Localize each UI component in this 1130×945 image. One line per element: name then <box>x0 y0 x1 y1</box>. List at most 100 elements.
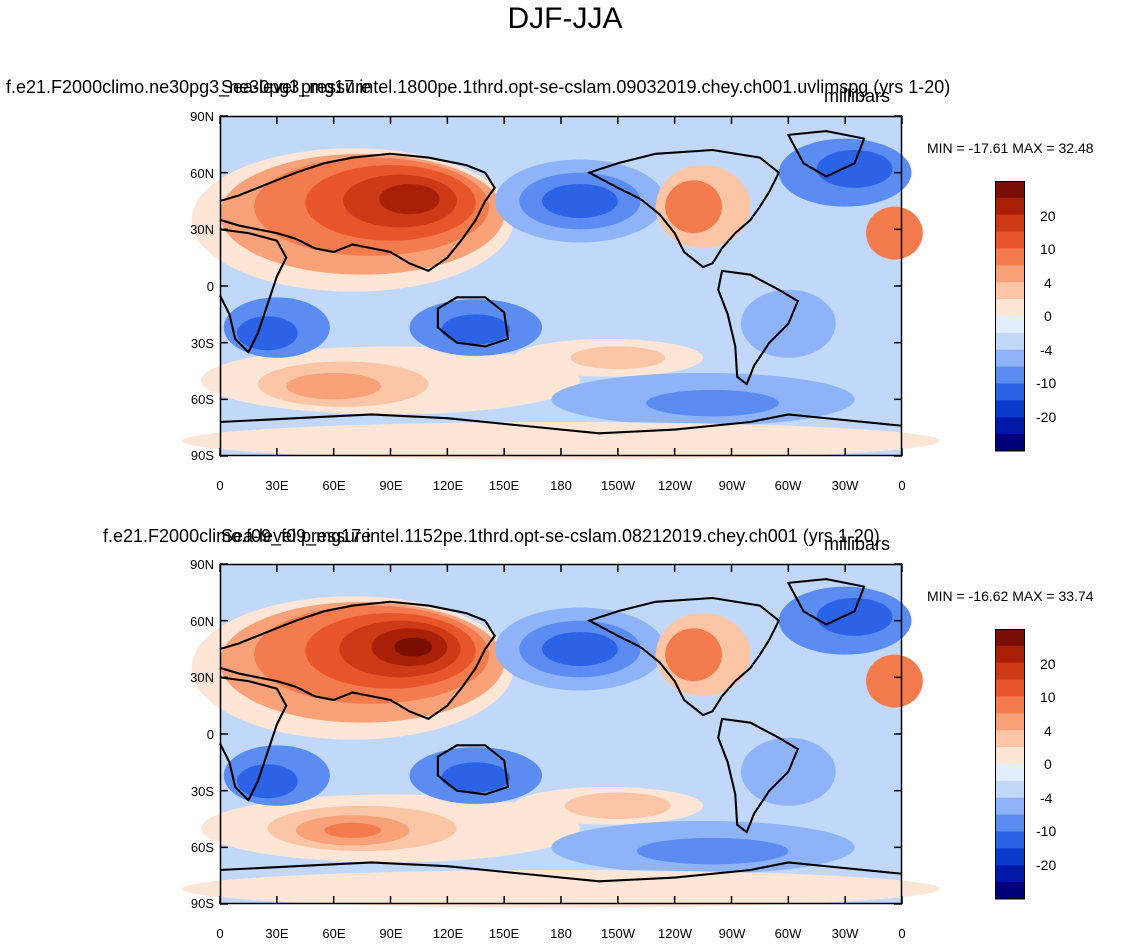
field-asia-high <box>379 184 440 215</box>
lon-label: 60E <box>322 926 346 941</box>
lat-label: 30N <box>190 222 214 237</box>
lon-label: 120E <box>432 478 464 493</box>
lon-label: 30E <box>265 478 289 493</box>
lon-label: 150E <box>488 926 520 941</box>
colorbar-swatch <box>995 248 1025 266</box>
lat-label: 90S <box>190 448 214 463</box>
lon-label: 120W <box>658 926 692 941</box>
colorbar-swatch <box>995 181 1025 199</box>
lat-label: 30N <box>190 670 214 685</box>
panel-1-units: millibars <box>824 86 891 106</box>
colorbar-swatch <box>995 713 1025 731</box>
colorbar-swatch <box>995 662 1025 681</box>
lat-label: 30S <box>190 784 214 799</box>
lat-label: 0 <box>206 727 214 742</box>
lon-label: 60W <box>774 478 802 493</box>
field-sh-high-2 <box>570 346 666 370</box>
lon-label: 150W <box>601 478 635 493</box>
lon-label: 0 <box>898 478 906 493</box>
lon-label: 120W <box>658 478 692 493</box>
colorbar-swatch <box>995 214 1025 233</box>
lon-label: 0 <box>898 926 906 941</box>
lon-label: 60W <box>774 926 802 941</box>
field-atlantic-high <box>866 654 923 708</box>
lon-label: 120E <box>432 926 464 941</box>
colorbar-label: -20 <box>1036 409 1057 425</box>
colorbar-swatch <box>995 629 1025 647</box>
lon-label: 0 <box>216 478 224 493</box>
eurasia-outline <box>219 152 496 273</box>
colorbar-label: -10 <box>1036 823 1057 839</box>
lon-label: 30W <box>831 926 859 941</box>
colorbar-swatch <box>995 882 1025 900</box>
colorbar-swatch <box>995 865 1025 883</box>
colorbar-swatch <box>995 417 1025 435</box>
colorbar-swatch <box>995 780 1025 799</box>
field-australia-low <box>441 314 510 345</box>
panel-2-colorbar <box>995 629 1025 900</box>
field-australia-low <box>441 762 510 793</box>
colorbar-swatch <box>995 797 1025 816</box>
field-sh-high <box>286 372 382 400</box>
lat-label: 30S <box>190 336 214 351</box>
panel-1-min-max: MIN = -17.61 MAX = 32.48 <box>927 140 1094 156</box>
colorbar-label: 0 <box>1044 308 1052 324</box>
colorbar-frame <box>995 181 1025 451</box>
field-antarctic <box>182 422 940 460</box>
coastlines <box>219 130 903 435</box>
colorbar-frame <box>995 629 1025 899</box>
field-africa-low <box>237 316 298 351</box>
lon-label: 150W <box>601 926 635 941</box>
colorbar-swatch <box>995 231 1025 250</box>
field-africa-low <box>237 764 298 799</box>
colorbar-swatch <box>995 197 1025 216</box>
panel-2-title-case: f.e21.F2000climo.f09_f09_mg17.intel.1152… <box>103 526 880 546</box>
samerica-outline <box>717 717 800 834</box>
field-aleutian-low <box>542 632 618 666</box>
colorbar-swatch <box>995 332 1025 351</box>
figure-title: DJF-JJA <box>507 2 623 35</box>
field-sh-low <box>646 389 779 417</box>
colorbar-label: 10 <box>1040 241 1056 257</box>
lon-label: 0 <box>216 926 224 941</box>
field-namerica-high <box>665 628 723 682</box>
colorbar-swatch <box>995 764 1025 782</box>
samerica-outline <box>717 269 800 386</box>
colorbar-label: 20 <box>1040 656 1056 672</box>
africa-outline <box>219 676 288 802</box>
field-icelandic-low <box>816 150 893 188</box>
colorbar-swatch <box>995 316 1025 334</box>
lat-label: 60S <box>190 840 214 855</box>
lon-label: 90E <box>379 478 403 493</box>
lon-label: 180 <box>550 478 572 493</box>
panel-2-title-variable: Sea-level pressure <box>221 526 372 546</box>
lat-label: 60N <box>190 614 214 629</box>
coastlines <box>219 578 903 883</box>
colorbar-swatch <box>995 299 1025 317</box>
colorbar-label: -4 <box>1040 790 1053 806</box>
panel-2-min-max: MIN = -16.62 MAX = 33.74 <box>927 588 1094 604</box>
namerica-outline <box>586 596 781 717</box>
eurasia-outline <box>219 600 496 721</box>
lat-label: 90N <box>190 557 214 572</box>
lon-label: 30E <box>265 926 289 941</box>
colorbar-swatch <box>995 696 1025 714</box>
colorbar-swatch <box>995 400 1025 418</box>
field-sh-high-2 <box>564 792 671 819</box>
panel-1-title-variable: Sea-level pressure <box>221 77 372 97</box>
colorbar-swatch <box>995 814 1025 833</box>
panel-2-map <box>182 564 940 908</box>
field-asia-high <box>394 637 433 657</box>
colorbar-label: -10 <box>1036 375 1057 391</box>
greenland-outline <box>786 578 866 626</box>
colorbar-label: 0 <box>1044 756 1052 772</box>
antarctica-outline <box>219 861 903 883</box>
colorbar-swatch <box>995 282 1025 300</box>
colorbar-swatch <box>995 366 1025 385</box>
lat-label: 60S <box>190 392 214 407</box>
panel-1-frame <box>219 115 903 457</box>
field-namerica-high <box>665 180 723 234</box>
greenland-outline <box>786 130 866 178</box>
australia-outline <box>436 296 510 348</box>
colorbar-swatch <box>995 349 1025 368</box>
